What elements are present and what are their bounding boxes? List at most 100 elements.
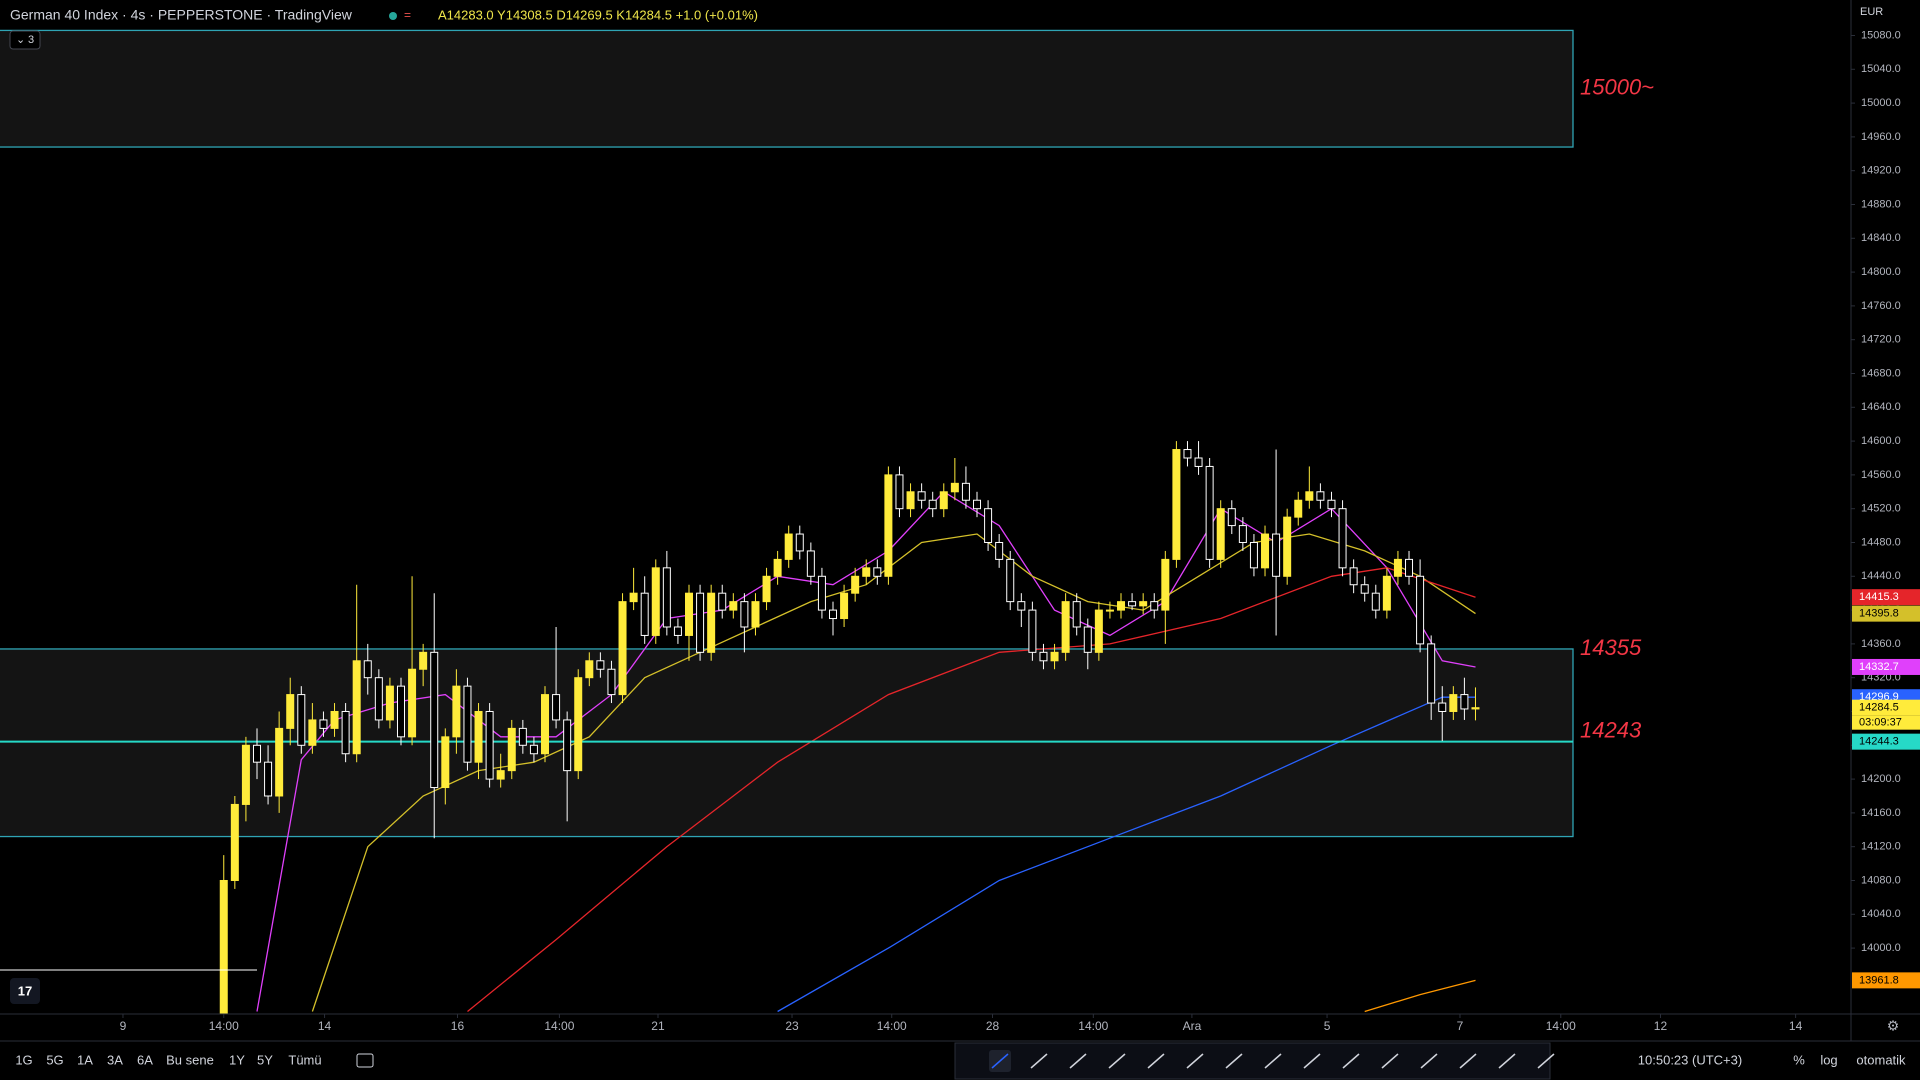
- x-tick-label: 7: [1457, 1019, 1464, 1033]
- x-tick-label: 14: [318, 1019, 332, 1033]
- candle-body: [607, 668, 616, 696]
- x-tick-label: Ara: [1183, 1019, 1202, 1033]
- clock[interactable]: 10:50:23 (UTC+3): [1638, 1052, 1742, 1067]
- tv-logo: [10, 978, 40, 1004]
- y-tick-label: 14480.0: [1861, 536, 1901, 548]
- y-tick-label: 14000.0: [1861, 942, 1901, 954]
- y-tick-label: 15040.0: [1861, 63, 1901, 75]
- range-button[interactable]: 5Y: [257, 1052, 273, 1067]
- candle-body: [1216, 508, 1225, 560]
- y-tick-label: 14080.0: [1861, 874, 1901, 886]
- candle-body: [585, 660, 594, 679]
- y-tick-label: 14040.0: [1861, 908, 1901, 920]
- candle-body: [230, 803, 239, 881]
- status-icon: =: [404, 8, 411, 22]
- candle-body: [552, 694, 561, 721]
- range-button[interactable]: 6A: [137, 1052, 153, 1067]
- candle-body: [363, 660, 372, 679]
- y-tick-label: 15000.0: [1861, 97, 1901, 109]
- x-tick-label: 14:00: [209, 1019, 239, 1033]
- ma-badge: [1852, 589, 1920, 606]
- percent-toggle[interactable]: %: [1793, 1052, 1805, 1067]
- tool-icon: [1186, 1053, 1204, 1069]
- range-button[interactable]: 1A: [77, 1052, 93, 1067]
- tool-icon: [1069, 1053, 1087, 1069]
- candle-body: [518, 727, 527, 746]
- candle-body: [895, 474, 904, 510]
- candle-body: [1261, 533, 1270, 569]
- range-button[interactable]: Bu sene: [166, 1052, 214, 1067]
- candle-body: [1338, 508, 1347, 569]
- candle-body: [574, 677, 583, 772]
- candle-body: [485, 710, 494, 780]
- y-tick-label: 14120.0: [1861, 841, 1901, 853]
- candle-body: [884, 474, 893, 577]
- ma-badge: [1852, 972, 1920, 989]
- candle-body: [729, 601, 738, 611]
- log-toggle[interactable]: log: [1820, 1052, 1837, 1067]
- candle-body: [1205, 465, 1214, 560]
- candle-body: [1194, 457, 1203, 467]
- candle-body: [430, 651, 439, 789]
- x-tick-label: 16: [451, 1019, 465, 1033]
- ma-badge-label: 14415.3: [1859, 591, 1899, 603]
- candle-body: [1360, 584, 1369, 594]
- candle-body: [1438, 702, 1447, 712]
- tool-icon: [1420, 1053, 1438, 1069]
- tool-icon: [1108, 1053, 1126, 1069]
- indicator-toggle[interactable]: [9, 30, 41, 50]
- candle-body: [286, 694, 295, 729]
- candle-body: [452, 685, 461, 738]
- candle-body: [762, 575, 771, 603]
- tool-icon: [1147, 1053, 1165, 1069]
- compare-icon[interactable]: [356, 1053, 374, 1068]
- settings-icon[interactable]: ⚙: [1887, 1018, 1900, 1034]
- range-button[interactable]: 1G: [15, 1052, 32, 1067]
- y-tick-label: 14600.0: [1861, 435, 1901, 447]
- y-tick-label: 14880.0: [1861, 198, 1901, 210]
- candle-body: [961, 482, 970, 501]
- candle-body: [1272, 533, 1281, 577]
- candle-body: [1349, 567, 1358, 586]
- candle-body: [851, 575, 860, 594]
- candle-body: [817, 575, 826, 611]
- ohlc-values: A14283.0 Y14308.5 D14269.5 K14284.5 +1.0…: [438, 7, 758, 22]
- tool-icon: [1264, 1053, 1282, 1069]
- candle-body: [1238, 525, 1247, 543]
- candle-body: [563, 719, 572, 772]
- candle-body: [840, 592, 849, 620]
- candle-body: [1283, 516, 1292, 577]
- auto-toggle[interactable]: otomatik: [1856, 1052, 1906, 1067]
- candle-body: [352, 660, 361, 755]
- x-tick-label: 5: [1324, 1019, 1331, 1033]
- candle-body: [906, 491, 915, 510]
- zone-label: 14355: [1580, 635, 1642, 660]
- candle-body: [1017, 601, 1026, 611]
- currency[interactable]: EUR: [1860, 6, 1883, 18]
- range-button[interactable]: 3A: [107, 1052, 123, 1067]
- candle-body: [829, 609, 838, 620]
- y-tick-label: 14160.0: [1861, 807, 1901, 819]
- candle-body: [1039, 651, 1048, 662]
- range-button[interactable]: Tümü: [288, 1052, 321, 1067]
- candle-body: [939, 491, 948, 510]
- range-button[interactable]: 5G: [46, 1052, 63, 1067]
- tv-logo-text: 17: [18, 983, 32, 998]
- candle-body: [219, 879, 228, 1014]
- x-tick-label: 21: [651, 1019, 665, 1033]
- candle-body: [1050, 651, 1059, 662]
- candle-body: [1427, 643, 1436, 704]
- candle-body: [1139, 601, 1148, 607]
- x-tick-label: 23: [785, 1019, 799, 1033]
- symbol-title[interactable]: German 40 Index · 4s · PEPPERSTONE · Tra…: [10, 7, 353, 23]
- candle-body: [1061, 601, 1070, 653]
- range-button[interactable]: 1Y: [229, 1052, 245, 1067]
- candle-body: [1150, 601, 1159, 611]
- x-tick-label: 14:00: [544, 1019, 574, 1033]
- candle-body: [330, 710, 339, 729]
- tools-panel: [954, 1042, 1551, 1080]
- candle-body: [707, 592, 716, 653]
- candle-body: [529, 744, 538, 755]
